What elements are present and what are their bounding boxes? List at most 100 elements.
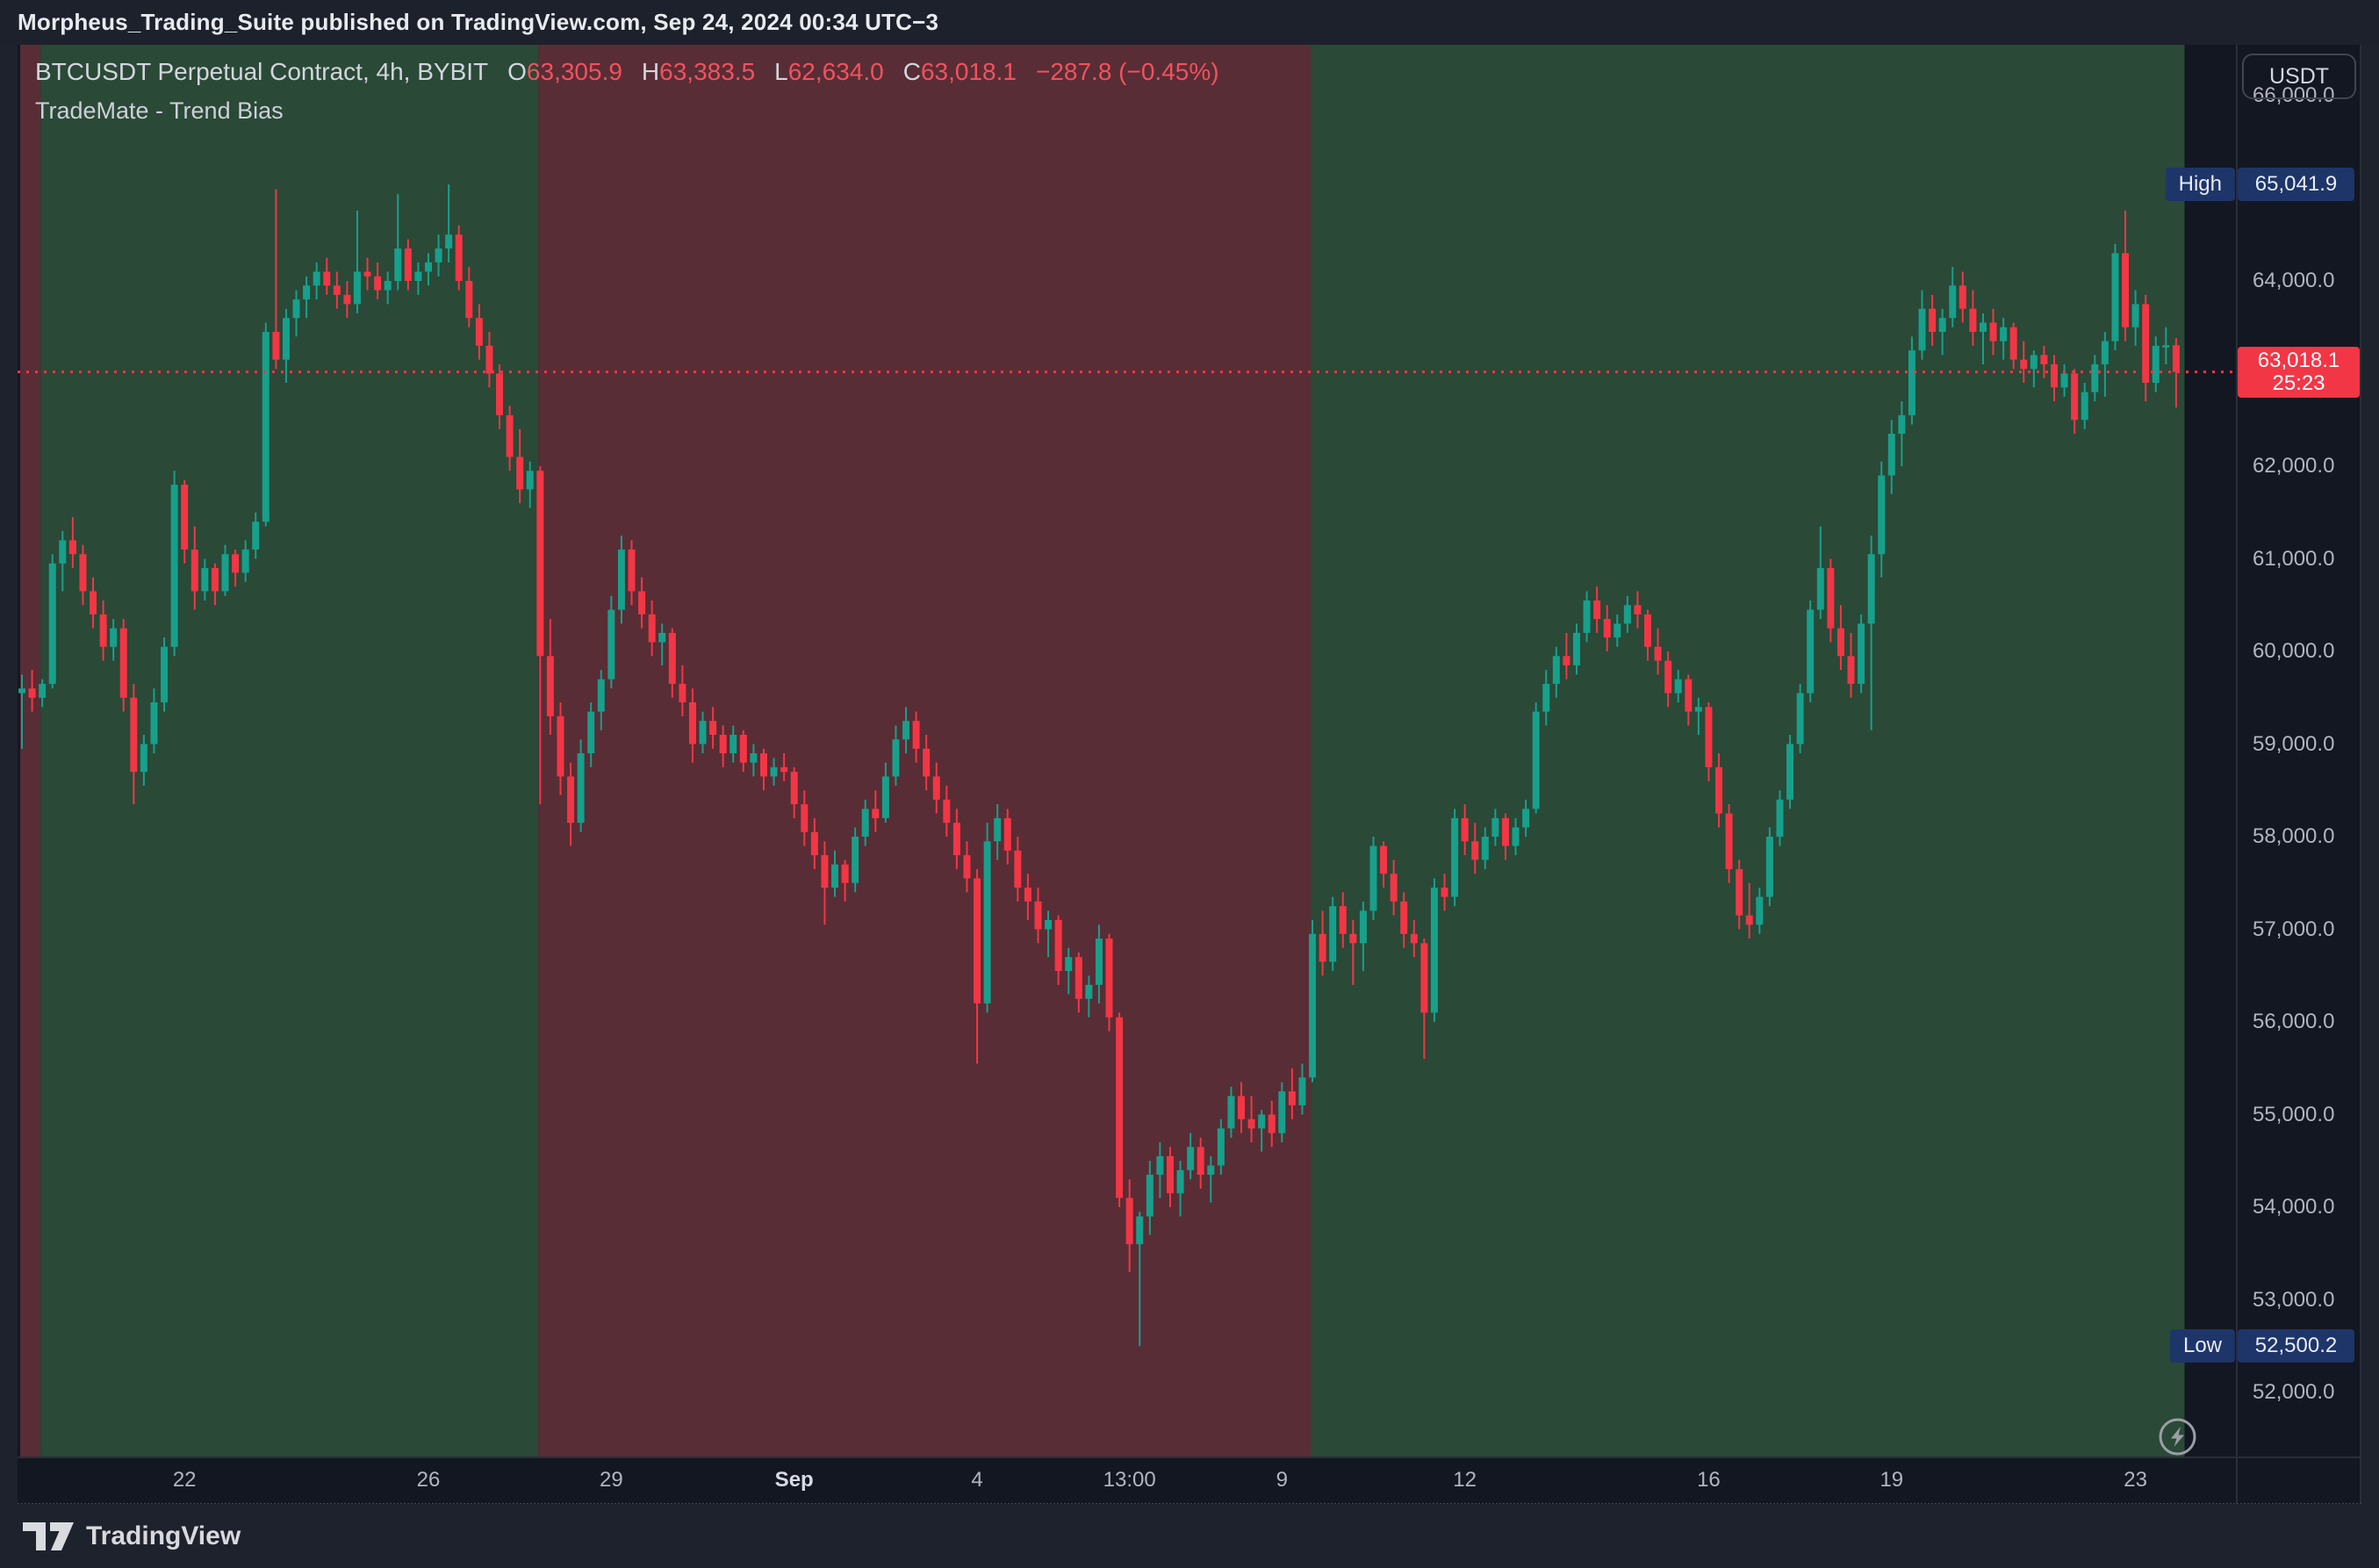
publish-bar: Morpheus_Trading_Suite published on Trad… [0, 0, 2379, 45]
bar-countdown: 25:23 [2272, 371, 2325, 395]
price-axis[interactable]: 66,000.065,000.064,000.063,000.062,000.0… [2236, 45, 2361, 1457]
candle [628, 540, 636, 606]
candle [952, 809, 960, 869]
time-axis-label: 4 [971, 1468, 983, 1492]
candle [546, 619, 554, 735]
candle [1522, 799, 1530, 837]
time-axis[interactable]: 22 26 29 Sep 4 13:00 9 12 16 19 23 [0, 1458, 2236, 1504]
candle [404, 239, 412, 291]
candle [425, 253, 432, 286]
candle [872, 790, 880, 832]
candle [232, 549, 240, 587]
candle [861, 799, 869, 846]
candle [1288, 1068, 1296, 1119]
candle [39, 679, 47, 708]
candle [150, 688, 158, 754]
candle [190, 526, 198, 610]
candle [719, 725, 727, 767]
candle [221, 544, 229, 596]
ohlc-low: L62,634.0 [774, 58, 884, 85]
candle [1430, 878, 1438, 1022]
price-axis-label: 59,000.0 [2253, 731, 2335, 756]
candle [1918, 290, 1926, 360]
candle [211, 563, 219, 606]
candle [831, 850, 838, 897]
candle [496, 363, 504, 429]
change-value: −287.8 (−0.45%) [1035, 58, 1219, 85]
candle [1614, 614, 1621, 647]
time-axis-label: 9 [1276, 1468, 1288, 1492]
candle [384, 271, 392, 305]
currency-button[interactable]: USDT [2242, 54, 2356, 99]
candle [1807, 600, 1815, 703]
candle [48, 554, 56, 689]
ohlc-close: C63,018.1 [902, 58, 1017, 85]
candle [119, 619, 127, 712]
time-axis-label: 23 [2124, 1468, 2147, 1492]
candle [699, 711, 707, 754]
candle [2060, 363, 2068, 397]
candle [18, 674, 25, 749]
candle [181, 479, 189, 564]
candle [1836, 605, 1844, 671]
candle [1685, 674, 1693, 726]
candle [353, 210, 361, 313]
candle [1491, 809, 1499, 846]
candle [963, 841, 971, 893]
tradingview-logo-icon[interactable] [23, 1521, 74, 1550]
price-axis-label: 58,000.0 [2253, 824, 2335, 848]
time-axis-label: 19 [1879, 1468, 1904, 1492]
candle [526, 461, 534, 508]
candle [2051, 355, 2058, 402]
candle [1309, 919, 1317, 1082]
candle [790, 766, 798, 818]
candle [1054, 915, 1062, 985]
candle [821, 841, 829, 925]
candle [1471, 823, 1479, 874]
candle [1095, 924, 1103, 1003]
candle [2020, 341, 2028, 384]
candle [688, 688, 696, 763]
candle [1014, 837, 1022, 902]
candle [2101, 332, 2109, 397]
price-axis-border [2236, 45, 2238, 1504]
candle [2000, 318, 2008, 360]
last-price-badge: 63,018.1 25:23 [2238, 347, 2360, 398]
candle [241, 540, 249, 582]
candle [1644, 609, 1651, 661]
candle [1654, 628, 1662, 675]
candle [1166, 1147, 1174, 1207]
indicator-label[interactable]: TradeMate - Trend Bias [35, 97, 284, 124]
symbol-title[interactable]: BTCUSDT Perpetual Contract, 4h, BYBIT [35, 58, 489, 85]
candle [1481, 827, 1489, 869]
candle [1369, 837, 1377, 920]
candle [1451, 809, 1459, 907]
candle [1136, 1212, 1144, 1347]
candle [994, 804, 1002, 860]
symbol-legend-row[interactable]: BTCUSDT Perpetual Contract, 4h, BYBIT O6… [35, 58, 1219, 86]
candle [1705, 702, 1713, 781]
candle [638, 577, 646, 629]
price-axis-label: 52,000.0 [2253, 1380, 2335, 1404]
candle [1227, 1086, 1235, 1138]
candle [1156, 1142, 1164, 1198]
candle [1278, 1082, 1286, 1143]
candle [759, 748, 767, 791]
candle [852, 827, 859, 893]
candle [1938, 308, 1946, 356]
lightning-icon[interactable] [2158, 1417, 2197, 1457]
candle [2131, 290, 2139, 346]
candle [739, 730, 747, 773]
candle [1827, 558, 1835, 643]
candle [1045, 910, 1053, 958]
candle [90, 577, 97, 629]
candle [780, 753, 788, 781]
candle [2030, 350, 2038, 388]
candle [1929, 294, 1937, 346]
candle [1847, 632, 1855, 698]
candle [1908, 336, 1915, 425]
candle [1736, 860, 1743, 930]
candle [1959, 271, 1966, 323]
